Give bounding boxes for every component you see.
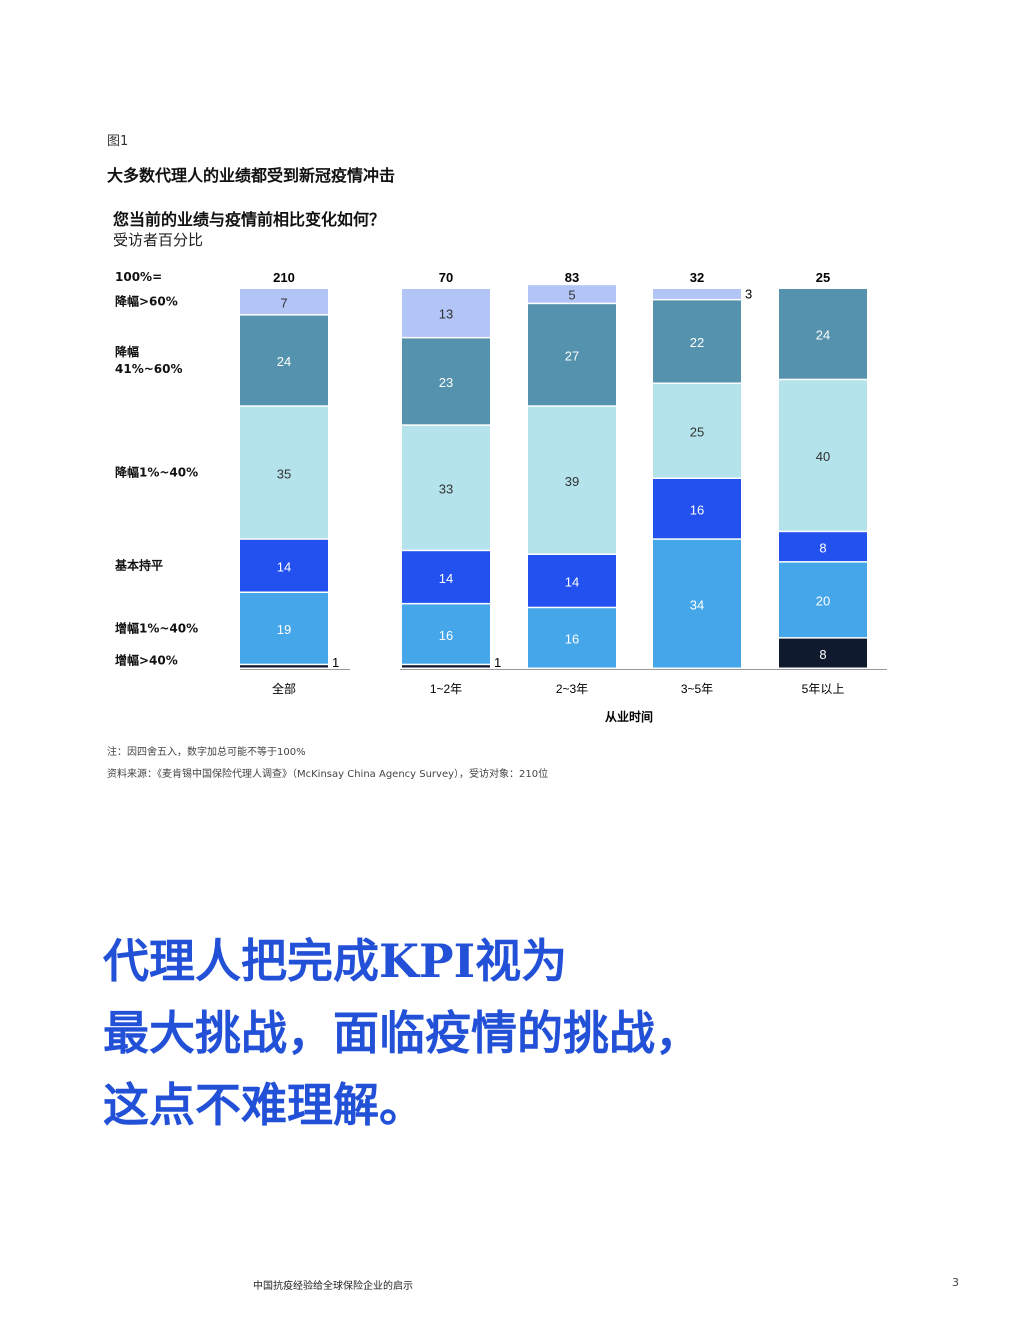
bar-segment xyxy=(240,665,328,668)
bar-segment xyxy=(402,425,490,550)
x-tick-label: 5年以上 xyxy=(802,682,845,696)
data-label: 19 xyxy=(277,622,291,637)
page-number: 3 xyxy=(952,1276,959,1289)
bar-segment xyxy=(653,384,741,478)
bar-segment xyxy=(528,555,616,607)
data-label: 14 xyxy=(277,559,291,574)
bar-segment xyxy=(402,604,490,664)
total-label: 32 xyxy=(690,270,704,285)
bar-segment xyxy=(779,289,867,379)
bar-segment xyxy=(528,406,616,554)
quote-line: 代理人把完成KPI视为 xyxy=(103,934,568,988)
data-label: 23 xyxy=(439,375,453,390)
x-tick-label: 全部 xyxy=(272,681,296,696)
bar-segment xyxy=(528,304,616,406)
data-label: 16 xyxy=(439,628,453,643)
total-label: 210 xyxy=(273,270,295,285)
data-label: 3 xyxy=(745,286,752,301)
data-label: 22 xyxy=(690,335,704,350)
figure-label: 图1 xyxy=(107,134,129,149)
bar-segment xyxy=(653,539,741,668)
x-axis-label: 从业时间 xyxy=(605,709,653,724)
quote-line: 最大挑战，面临疫情的挑战， xyxy=(103,1006,701,1060)
totals-label: 100%= xyxy=(115,270,163,284)
bar-segment xyxy=(240,539,328,592)
bar-segment xyxy=(240,406,328,539)
data-label: 16 xyxy=(690,502,704,517)
bar-segment xyxy=(402,338,490,425)
data-label: 27 xyxy=(565,349,579,364)
data-label: 14 xyxy=(565,575,579,590)
legend-label: 降幅 41%~60% xyxy=(115,345,183,377)
data-label: 16 xyxy=(565,632,579,647)
data-label: 20 xyxy=(816,594,830,609)
chart-subtitle: 受访者百分比 xyxy=(113,231,204,249)
legend-label: 降幅1%~40% xyxy=(115,465,199,480)
data-label: 7 xyxy=(280,295,287,310)
bar-segment xyxy=(240,593,328,664)
data-label: 8 xyxy=(819,540,826,555)
bar-segment xyxy=(402,665,490,668)
data-label: 1 xyxy=(332,655,339,670)
figure-title: 大多数代理人的业绩都受到新冠疫情冲击 xyxy=(107,166,396,185)
bar-segment xyxy=(528,608,616,668)
quote-line: 这点不难理解。 xyxy=(103,1078,425,1132)
total-label: 25 xyxy=(816,270,830,285)
bar-segment xyxy=(779,562,867,638)
x-tick-label: 1~2年 xyxy=(430,682,462,696)
bar-segment xyxy=(240,315,328,406)
bar-segment xyxy=(653,300,741,383)
data-label: 14 xyxy=(439,571,453,586)
footer-text: 中国抗疫经验给全球保险企业的启示 xyxy=(253,1281,413,1292)
total-label: 70 xyxy=(439,270,453,285)
note: 注：因四舍五入，数字加总可能不等于100% xyxy=(107,747,306,758)
data-label: 33 xyxy=(439,482,453,497)
pull-quote: 代理人把完成KPI视为 最大挑战，面临疫情的挑战， 这点不难理解。 xyxy=(103,925,701,1141)
bar-segment xyxy=(653,479,741,539)
bar-segment xyxy=(779,532,867,562)
data-label: 13 xyxy=(439,307,453,322)
data-label: 35 xyxy=(277,466,291,481)
legend-label: 基本持平 xyxy=(115,558,164,573)
source: 资料来源：《麦肯锡中国保险代理人调查》（McKinsay China Agenc… xyxy=(107,769,549,780)
total-label: 83 xyxy=(565,270,579,285)
data-label: 34 xyxy=(690,597,704,612)
x-tick-label: 3~5年 xyxy=(681,682,713,696)
bar-segment xyxy=(402,551,490,603)
data-label: 40 xyxy=(816,449,830,464)
bar-segment xyxy=(240,289,328,315)
data-label: 25 xyxy=(690,425,704,440)
data-label: 8 xyxy=(819,647,826,662)
bar-segment xyxy=(779,380,867,531)
legend-label: 增幅>40% xyxy=(115,653,178,668)
legend-label: 降幅>60% xyxy=(115,294,178,309)
bar-segment xyxy=(653,289,741,299)
data-label: 5 xyxy=(568,288,575,303)
data-label: 1 xyxy=(494,655,501,670)
bar-segment xyxy=(779,638,867,668)
chart-title: 您当前的业绩与疫情前相比变化如何？ xyxy=(113,210,386,229)
bar-segment xyxy=(402,289,490,337)
chart: 1191435247210全部11614332313701~2年16143927… xyxy=(240,270,887,724)
data-label: 24 xyxy=(277,354,291,369)
data-label: 24 xyxy=(816,328,830,343)
x-tick-label: 2~3年 xyxy=(556,682,588,696)
data-label: 39 xyxy=(565,474,579,489)
legend-label: 增幅1%~40% xyxy=(115,621,199,636)
bar-segment xyxy=(528,285,616,303)
